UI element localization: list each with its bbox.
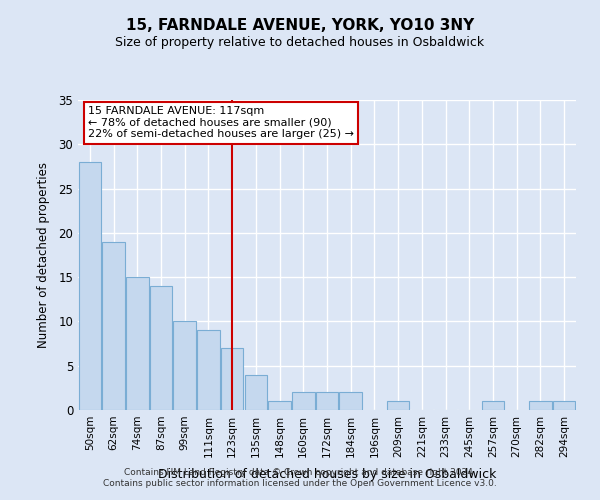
Text: 15, FARNDALE AVENUE, YORK, YO10 3NY: 15, FARNDALE AVENUE, YORK, YO10 3NY: [126, 18, 474, 32]
Bar: [126, 277, 149, 410]
Y-axis label: Number of detached properties: Number of detached properties: [37, 162, 50, 348]
X-axis label: Distribution of detached houses by size in Osbaldwick: Distribution of detached houses by size …: [158, 468, 496, 481]
Bar: [553, 401, 575, 410]
Bar: [173, 322, 196, 410]
Bar: [245, 374, 267, 410]
Bar: [529, 401, 551, 410]
Bar: [197, 330, 220, 410]
Text: Contains HM Land Registry data © Crown copyright and database right 2024.
Contai: Contains HM Land Registry data © Crown c…: [103, 468, 497, 487]
Bar: [482, 401, 504, 410]
Bar: [387, 401, 409, 410]
Bar: [316, 392, 338, 410]
Bar: [221, 348, 244, 410]
Bar: [103, 242, 125, 410]
Text: 15 FARNDALE AVENUE: 117sqm
← 78% of detached houses are smaller (90)
22% of semi: 15 FARNDALE AVENUE: 117sqm ← 78% of deta…: [88, 106, 354, 140]
Bar: [150, 286, 172, 410]
Bar: [79, 162, 101, 410]
Bar: [340, 392, 362, 410]
Bar: [292, 392, 314, 410]
Bar: [268, 401, 291, 410]
Text: Size of property relative to detached houses in Osbaldwick: Size of property relative to detached ho…: [115, 36, 485, 49]
